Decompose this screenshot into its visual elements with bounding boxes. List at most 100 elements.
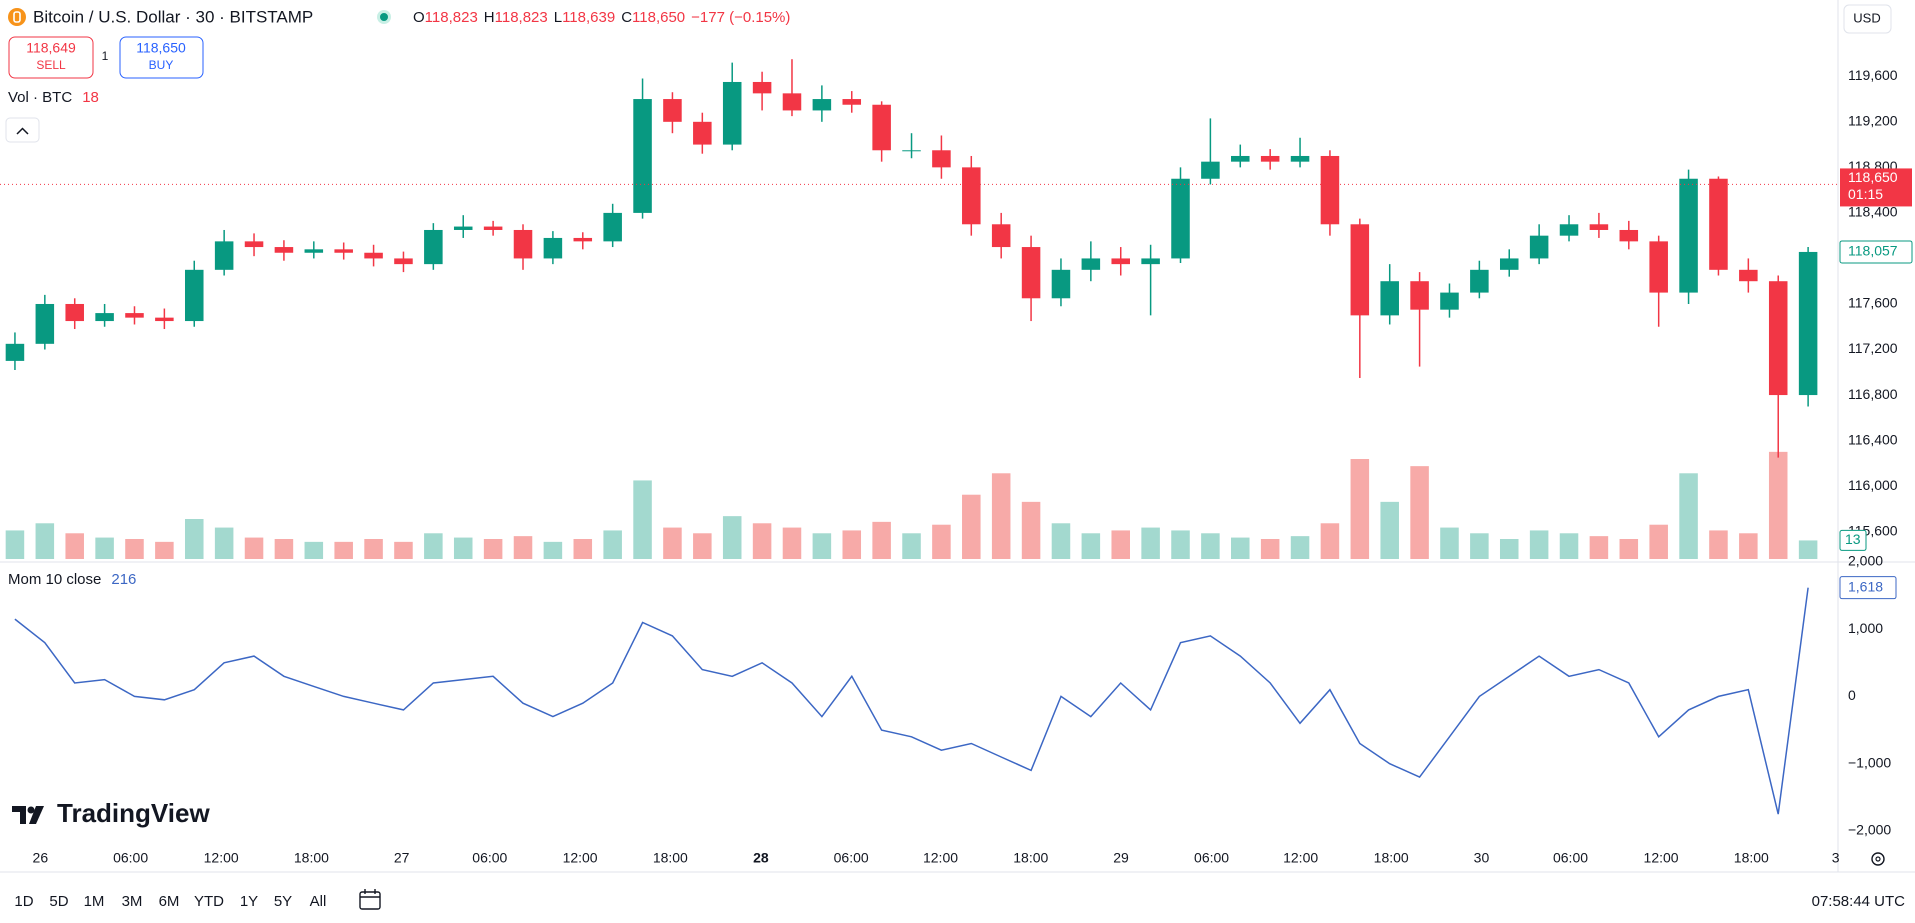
settings-icon[interactable]: [1871, 852, 1885, 866]
coin-icon-glyph: [13, 11, 21, 23]
volume-bar: [214, 527, 234, 559]
plot: [5, 59, 1818, 815]
volume-bar: [424, 533, 443, 559]
sell-button[interactable]: [8, 36, 94, 79]
momentum-tick-label: −2,000: [1848, 822, 1891, 838]
time-tick-label: 06:00: [1194, 850, 1229, 866]
logo-v: [29, 806, 44, 824]
volume-bar: [1589, 536, 1609, 559]
volume-bar: [573, 539, 593, 559]
candle-body: [663, 99, 682, 122]
volume-bar: [184, 519, 204, 559]
change: −177 (−0.15%): [691, 9, 790, 26]
volume-bar: [513, 536, 533, 559]
price-tick-label: 117,600: [1848, 295, 1898, 311]
volume-bar: [872, 521, 891, 559]
volume-bar: [65, 533, 84, 559]
volume-bar: [1320, 523, 1340, 559]
candle-body: [95, 313, 114, 322]
volume-bar: [782, 527, 802, 559]
candle-body: [1679, 178, 1698, 293]
volume-bar: [35, 523, 55, 559]
volume-bar: [1739, 533, 1758, 559]
candle-body: [5, 343, 25, 361]
volume-bar: [1081, 533, 1101, 559]
range-button[interactable]: 1Y: [240, 893, 258, 910]
time-tick-label: 06:00: [1553, 850, 1588, 866]
candle-body: [1619, 229, 1639, 242]
c-value: 118,650: [632, 9, 685, 26]
time-tick-label: 12:00: [1283, 850, 1318, 866]
momentum-value: 216: [111, 571, 136, 588]
candle-body: [214, 241, 234, 270]
candle-body: [842, 99, 862, 105]
candle-body: [1290, 155, 1310, 162]
collapse-icon[interactable]: [16, 127, 29, 135]
candle-body: [424, 229, 443, 265]
buy-price[interactable]: 118,650: [136, 40, 186, 56]
candle-body: [722, 81, 742, 145]
volume-bar: [1051, 523, 1071, 559]
currency-button[interactable]: [1843, 4, 1892, 34]
volume-bar: [1171, 530, 1190, 559]
time-tick-label: 26: [33, 850, 49, 866]
o-label: O: [413, 9, 425, 26]
range-button[interactable]: 5Y: [274, 893, 292, 910]
brand-logo: [12, 806, 44, 824]
price-tick-label: 116,800: [1848, 386, 1898, 402]
last-price-box: [1840, 168, 1912, 207]
time-tick-label: 18:00: [653, 850, 688, 866]
range-button[interactable]: 6M: [159, 893, 180, 910]
time-tick-label: 18:00: [1374, 850, 1409, 866]
logo-dot: [27, 806, 35, 814]
candle-body: [1499, 258, 1519, 270]
sell-label[interactable]: SELL: [36, 58, 66, 72]
candle-body: [962, 167, 981, 225]
countdown-label: 01:15: [1848, 186, 1883, 202]
calendar-icon[interactable]: [359, 889, 381, 910]
volume-bar: [394, 541, 413, 559]
volume-bar: [274, 539, 294, 559]
candle-body: [603, 212, 622, 242]
volume-bar: [1231, 537, 1250, 559]
candle-body: [1470, 269, 1489, 293]
volume-bar: [1470, 533, 1489, 559]
time-tick-label: 12:00: [923, 850, 958, 866]
candle-body: [453, 226, 473, 230]
candle-body: [1081, 258, 1101, 270]
range-button[interactable]: 5D: [49, 893, 68, 910]
coin-icon: [8, 8, 26, 26]
volume-bar: [693, 533, 712, 559]
candle-body: [902, 150, 921, 152]
volume-bar: [483, 539, 503, 559]
range-button[interactable]: 1D: [14, 893, 33, 910]
price-tick-label: 119,200: [1848, 113, 1898, 129]
range-button[interactable]: All: [310, 893, 327, 910]
volume-bar: [932, 524, 951, 559]
price-tick-label: 117,200: [1848, 340, 1898, 356]
volume-bar: [1529, 530, 1549, 559]
candle-body: [184, 269, 204, 322]
sell-price[interactable]: 118,649: [26, 40, 76, 56]
time-tick-label: 27: [394, 850, 410, 866]
calendar-frame[interactable]: [359, 891, 381, 910]
quantity[interactable]: 1: [102, 49, 109, 63]
range-button[interactable]: YTD: [194, 893, 224, 910]
range-button[interactable]: 1M: [84, 893, 105, 910]
settings-icon-center[interactable]: [1875, 856, 1881, 862]
range-button[interactable]: 3M: [122, 893, 143, 910]
candle-body: [932, 150, 951, 168]
candle-body: [1440, 292, 1459, 310]
volume-bar: [842, 530, 862, 559]
candle-body: [65, 303, 84, 322]
volume-bar: [453, 537, 473, 559]
logo-t: [12, 806, 26, 824]
candle-body: [513, 229, 533, 259]
currency[interactable]: USD: [1853, 10, 1880, 25]
collapse-button[interactable]: [5, 117, 40, 143]
momentum-last-label: 1,618: [1848, 578, 1883, 594]
buy-button[interactable]: [119, 36, 204, 79]
candle-body: [1380, 281, 1399, 316]
momentum-tick-label: −1,000: [1848, 754, 1891, 770]
buy-label[interactable]: BUY: [149, 58, 174, 72]
